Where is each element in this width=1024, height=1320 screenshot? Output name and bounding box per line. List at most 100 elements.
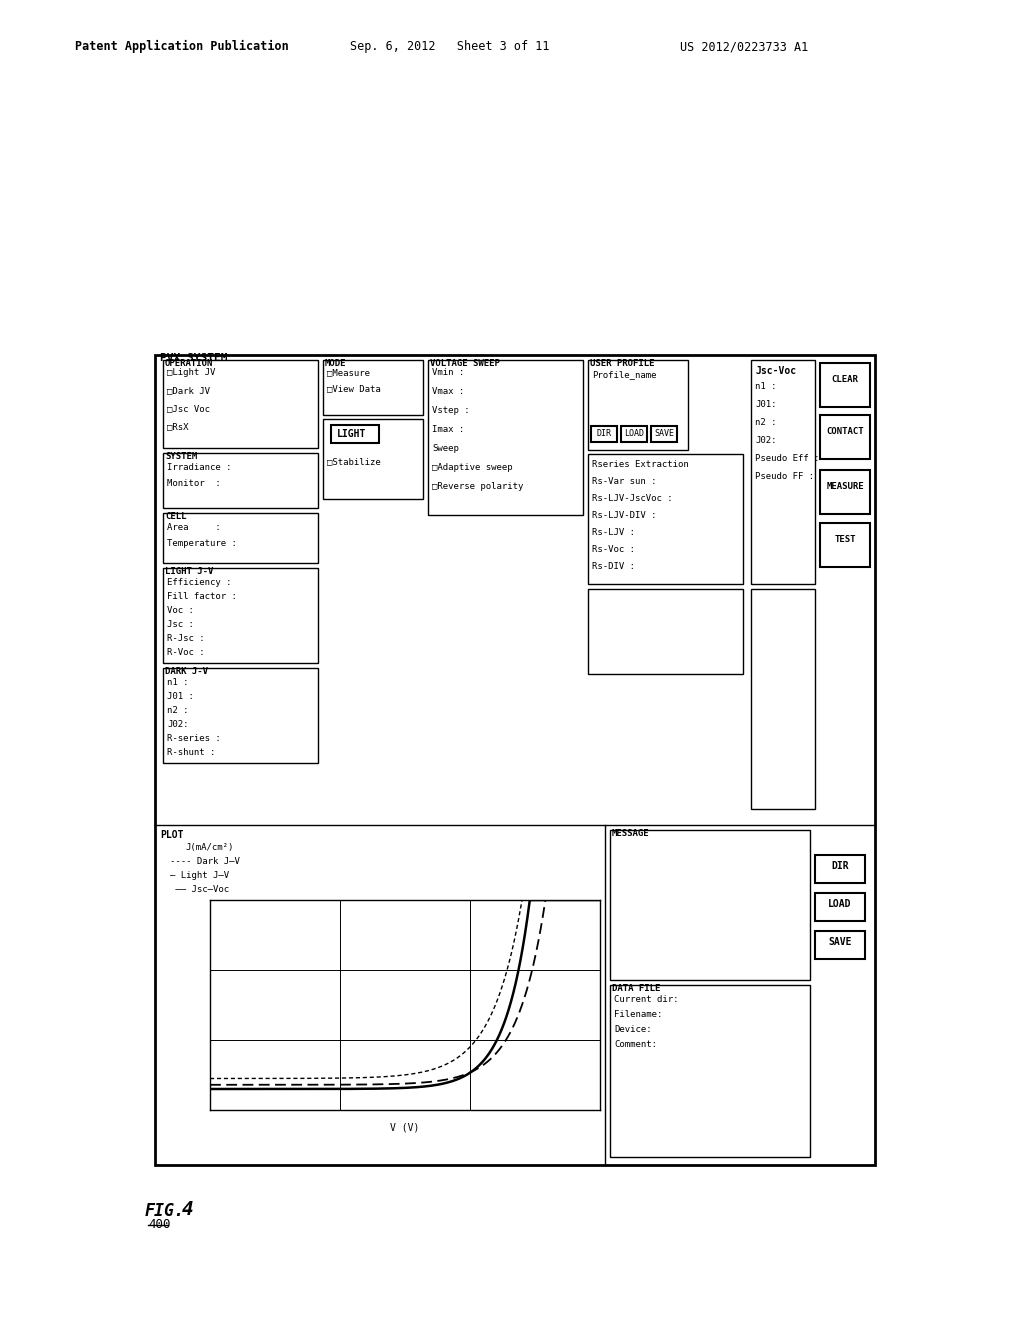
Text: Temperature :: Temperature : — [167, 539, 237, 548]
Text: J01:: J01: — [755, 400, 776, 409]
Text: n2 :: n2 : — [755, 418, 776, 426]
Bar — [820, 414, 870, 459]
Bar — [163, 360, 318, 447]
Bar — [815, 931, 865, 960]
Text: Rs-LJV-JscVoc :: Rs-LJV-JscVoc : — [592, 494, 673, 503]
Text: SAVE: SAVE — [654, 429, 674, 438]
Text: R-Jsc :: R-Jsc : — [167, 634, 205, 643]
Bar — [163, 453, 318, 508]
Text: USER PROFILE: USER PROFILE — [590, 359, 654, 368]
Text: Comment:: Comment: — [614, 1040, 657, 1049]
Text: Imax :: Imax : — [432, 425, 464, 434]
Text: CELL: CELL — [165, 512, 186, 521]
Text: Area     :: Area : — [167, 523, 221, 532]
Bar — [331, 425, 379, 444]
Text: SAVE: SAVE — [828, 937, 852, 946]
Text: Vstep :: Vstep : — [432, 407, 470, 414]
Text: OPERATION: OPERATION — [165, 359, 213, 368]
Text: R-shunt :: R-shunt : — [167, 748, 215, 756]
Text: Rseries Extraction: Rseries Extraction — [592, 459, 689, 469]
Bar — [588, 589, 743, 675]
Text: Rs-LJV :: Rs-LJV : — [592, 528, 635, 537]
Text: Filename:: Filename: — [614, 1010, 663, 1019]
Bar — [591, 426, 617, 442]
Bar — [751, 589, 815, 809]
Text: DIR: DIR — [597, 429, 611, 438]
Text: Irradiance :: Irradiance : — [167, 463, 231, 473]
Text: □RsX: □RsX — [167, 422, 188, 432]
Text: Fill factor :: Fill factor : — [167, 591, 237, 601]
Text: DIR: DIR — [831, 861, 849, 871]
Text: Voc :: Voc : — [167, 606, 194, 615]
Text: Rs-Voc :: Rs-Voc : — [592, 545, 635, 554]
Bar — [163, 513, 318, 564]
Bar — [820, 470, 870, 513]
Bar — [163, 668, 318, 763]
Bar — [428, 360, 583, 515]
Text: Vmin :: Vmin : — [432, 368, 464, 378]
Text: Rs-Var sun :: Rs-Var sun : — [592, 477, 656, 486]
Text: PVX SYSTEM: PVX SYSTEM — [160, 352, 227, 363]
Text: □Adaptive sweep: □Adaptive sweep — [432, 463, 513, 473]
Text: n1 :: n1 : — [167, 678, 188, 686]
Text: CLEAR: CLEAR — [831, 375, 858, 384]
Text: CONTACT: CONTACT — [826, 426, 864, 436]
Text: □Dark JV: □Dark JV — [167, 385, 210, 395]
Text: LOAD: LOAD — [828, 899, 852, 909]
Text: Pseudo Eff :: Pseudo Eff : — [755, 454, 819, 463]
Text: MEASURE: MEASURE — [826, 482, 864, 491]
Text: LIGHT: LIGHT — [337, 429, 367, 440]
Text: Sweep: Sweep — [432, 444, 459, 453]
Bar — [651, 426, 677, 442]
Text: US 2012/0223733 A1: US 2012/0223733 A1 — [680, 40, 808, 53]
Text: ---- Dark J–V: ---- Dark J–V — [170, 857, 240, 866]
Bar — [588, 454, 743, 583]
Text: J02:: J02: — [755, 436, 776, 445]
Text: □Reverse polarity: □Reverse polarity — [432, 482, 523, 491]
Bar — [820, 523, 870, 568]
Text: 4: 4 — [182, 1200, 194, 1218]
Text: Monitor  :: Monitor : — [167, 479, 221, 488]
Text: V (V): V (V) — [390, 1122, 420, 1133]
Text: J01 :: J01 : — [167, 692, 194, 701]
Text: MESSAGE: MESSAGE — [612, 829, 649, 838]
Text: Vmax :: Vmax : — [432, 387, 464, 396]
Text: Patent Application Publication: Patent Application Publication — [75, 40, 289, 53]
Text: –– Jsc–Voc: –– Jsc–Voc — [170, 884, 229, 894]
Text: Sep. 6, 2012   Sheet 3 of 11: Sep. 6, 2012 Sheet 3 of 11 — [350, 40, 550, 53]
Bar — [323, 360, 423, 414]
Bar — [163, 568, 318, 663]
Text: VOLTAGE SWEEP: VOLTAGE SWEEP — [430, 359, 500, 368]
Text: Efficiency :: Efficiency : — [167, 578, 231, 587]
Text: TEST: TEST — [835, 535, 856, 544]
Text: FIG.: FIG. — [145, 1203, 185, 1220]
Text: DARK J-V: DARK J-V — [165, 667, 208, 676]
Bar — [588, 360, 688, 450]
Text: LOAD: LOAD — [624, 429, 644, 438]
Text: □Light JV: □Light JV — [167, 368, 215, 378]
Text: □Jsc Voc: □Jsc Voc — [167, 404, 210, 413]
Text: n2 :: n2 : — [167, 706, 188, 715]
Bar — [621, 426, 647, 442]
Text: LIGHT J-V: LIGHT J-V — [165, 568, 213, 576]
Text: Pseudo FF :: Pseudo FF : — [755, 473, 814, 480]
Text: 400: 400 — [148, 1218, 171, 1232]
Text: Jsc-Voc: Jsc-Voc — [755, 366, 796, 376]
Bar — [610, 830, 810, 979]
Text: — Light J–V: — Light J–V — [170, 871, 229, 880]
Bar — [155, 355, 874, 1166]
Text: Rs-LJV-DIV :: Rs-LJV-DIV : — [592, 511, 656, 520]
Text: □Measure: □Measure — [327, 368, 370, 378]
Bar — [751, 360, 815, 583]
Text: Rs-DIV :: Rs-DIV : — [592, 562, 635, 572]
Text: □View Data: □View Data — [327, 384, 381, 393]
Text: J(mA/cm²): J(mA/cm²) — [185, 843, 233, 851]
Bar — [815, 894, 865, 921]
Text: Current dir:: Current dir: — [614, 995, 679, 1005]
Text: n1 :: n1 : — [755, 381, 776, 391]
Text: Jsc :: Jsc : — [167, 620, 194, 630]
Bar — [610, 985, 810, 1158]
Text: Device:: Device: — [614, 1026, 651, 1034]
Text: R-series :: R-series : — [167, 734, 221, 743]
Bar — [820, 363, 870, 407]
